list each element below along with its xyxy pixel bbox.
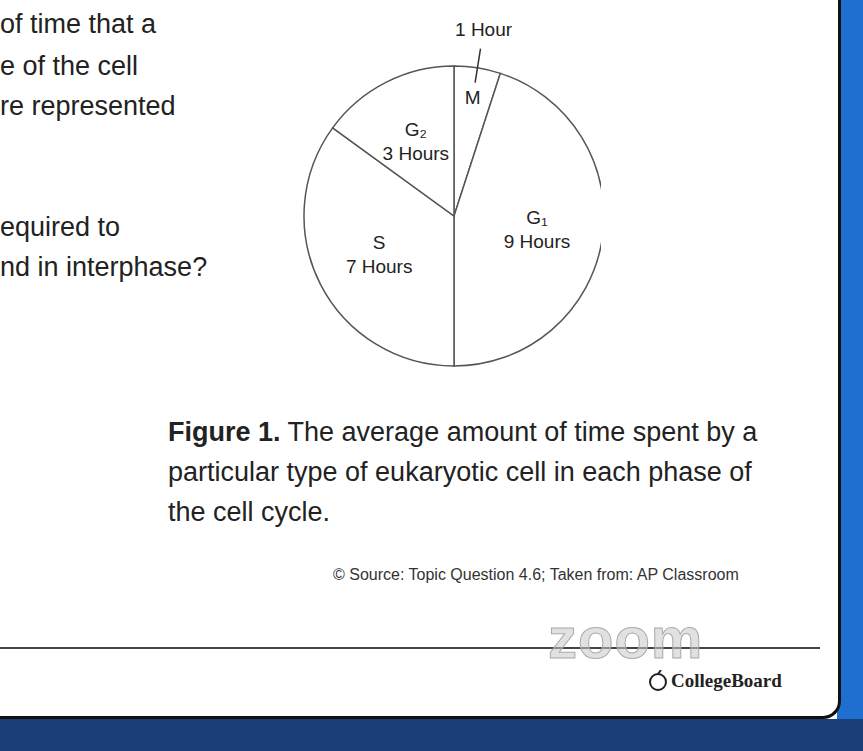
html-text:equired to: equired to xyxy=(0,212,121,242)
html-text:zoom: zoom xyxy=(548,605,704,670)
svg-text:S: S xyxy=(373,232,386,253)
svg-text:1 Hour: 1 Hour xyxy=(455,19,513,40)
svg-text:7 Hours: 7 Hours xyxy=(346,256,413,277)
html-text:Figure 1. The average amount o: Figure 1. The average amount of time spe… xyxy=(168,417,758,527)
html-text:re represented: re represented xyxy=(0,91,176,121)
svg-text:G₂: G₂ xyxy=(405,119,427,140)
html-text:CollegeBoard: CollegeBoard xyxy=(671,670,782,691)
svg-text:M: M xyxy=(465,87,481,108)
svg-text:3 Hours: 3 Hours xyxy=(383,143,450,164)
svg-text:G₁: G₁ xyxy=(526,207,547,228)
html-text:e of the cell: e of the cell xyxy=(0,51,139,81)
svg-text:9 Hours: 9 Hours xyxy=(504,231,571,252)
html-text:nd in interphase?: nd in interphase? xyxy=(0,252,208,282)
html-text:© Source: Topic Question 4.6;: © Source: Topic Question 4.6; Taken from… xyxy=(333,566,739,583)
html-text:of time that a: of time that a xyxy=(0,9,157,39)
